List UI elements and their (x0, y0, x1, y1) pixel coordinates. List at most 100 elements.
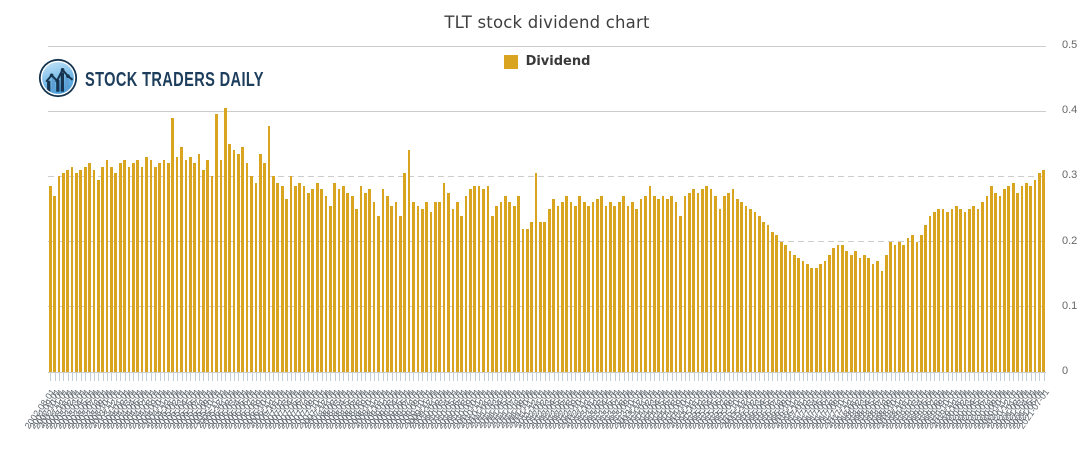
dividend-bar[interactable] (666, 199, 669, 372)
dividend-bar[interactable] (132, 163, 135, 372)
dividend-bar[interactable] (946, 212, 949, 372)
dividend-bar[interactable] (302, 186, 306, 372)
dividend-bar[interactable] (928, 215, 932, 372)
dividend-bar[interactable] (495, 205, 498, 372)
dividend-bar[interactable] (722, 195, 726, 372)
dividend-bar[interactable] (683, 195, 687, 372)
dividend-bar[interactable] (762, 222, 765, 372)
dividend-bar[interactable] (985, 195, 989, 372)
dividend-bar[interactable] (219, 160, 223, 372)
dividend-bar[interactable] (981, 202, 984, 372)
dividend-bar[interactable] (372, 202, 376, 372)
dividend-bar[interactable] (228, 143, 231, 372)
dividend-bar[interactable] (674, 202, 678, 372)
dividend-bar[interactable] (819, 264, 822, 372)
dividend-bar[interactable] (823, 261, 827, 372)
dividend-bar[interactable] (180, 147, 183, 372)
dividend-bar[interactable] (499, 202, 503, 372)
dividend-bar[interactable] (792, 254, 796, 372)
dividend-bar[interactable] (591, 202, 595, 372)
dividend-bar[interactable] (223, 107, 227, 372)
dividend-bar[interactable] (687, 192, 691, 372)
dividend-bar[interactable] (167, 163, 170, 372)
dividend-bar[interactable] (578, 195, 582, 372)
dividend-bar[interactable] (311, 189, 315, 372)
dividend-bar[interactable] (692, 189, 695, 372)
dividend-bar[interactable] (1033, 179, 1037, 372)
dividend-bar[interactable] (906, 238, 910, 372)
dividend-bar[interactable] (836, 244, 840, 372)
dividend-bar[interactable] (377, 215, 380, 372)
dividend-bar[interactable] (639, 199, 643, 372)
dividend-bar[interactable] (1024, 182, 1028, 372)
dividend-bar[interactable] (696, 192, 700, 372)
dividend-bar[interactable] (530, 222, 534, 372)
dividend-bar[interactable] (101, 166, 105, 372)
dividend-bar[interactable] (363, 192, 367, 372)
dividend-bar[interactable] (333, 182, 337, 372)
dividend-bar[interactable] (801, 261, 805, 372)
dividend-bar[interactable] (574, 205, 577, 372)
dividend-bar[interactable] (994, 192, 997, 372)
dividend-bar[interactable] (1016, 192, 1019, 372)
dividend-bar[interactable] (827, 254, 831, 372)
dividend-bar[interactable] (75, 173, 78, 372)
dividend-bar[interactable] (245, 163, 249, 372)
dividend-bar[interactable] (560, 202, 564, 372)
dividend-bar[interactable] (867, 257, 871, 372)
dividend-bar[interactable] (543, 222, 547, 372)
dividend-bar[interactable] (315, 182, 319, 372)
dividend-bar[interactable] (924, 225, 927, 372)
dividend-bar[interactable] (193, 163, 196, 372)
dividend-bar[interactable] (57, 176, 61, 372)
dividend-bar[interactable] (854, 251, 857, 372)
dividend-bar[interactable] (582, 202, 586, 372)
dividend-bar[interactable] (412, 202, 415, 372)
dividend-bar[interactable] (140, 166, 144, 372)
dividend-bar[interactable] (455, 202, 459, 372)
dividend-bar[interactable] (464, 195, 468, 372)
dividend-bar[interactable] (626, 205, 630, 372)
dividend-bar[interactable] (744, 205, 748, 372)
dividend-bar[interactable] (880, 270, 884, 372)
dividend-bar[interactable] (469, 189, 472, 372)
dividend-bar[interactable] (552, 199, 555, 372)
dividend-bar[interactable] (779, 241, 783, 372)
dividend-bar[interactable] (232, 150, 236, 372)
dividend-bar[interactable] (390, 205, 393, 372)
dividend-bar[interactable] (766, 225, 770, 372)
dividend-bar[interactable] (477, 186, 481, 372)
dividend-bar[interactable] (757, 215, 761, 372)
dividend-bar[interactable] (858, 257, 862, 372)
dividend-bar[interactable] (473, 186, 477, 372)
dividend-bar[interactable] (810, 267, 814, 372)
dividend-bar[interactable] (70, 166, 74, 372)
dividend-bar[interactable] (569, 202, 573, 372)
dividend-bar[interactable] (771, 231, 774, 372)
dividend-bar[interactable] (814, 267, 818, 372)
dividend-bar[interactable] (871, 264, 875, 372)
dividend-bar[interactable] (547, 209, 551, 372)
dividend-bar[interactable] (96, 179, 100, 372)
dividend-bar[interactable] (149, 160, 153, 372)
dividend-bar[interactable] (105, 160, 109, 372)
dividend-bar[interactable] (534, 173, 538, 372)
dividend-bar[interactable] (613, 205, 617, 372)
dividend-bar[interactable] (937, 209, 941, 372)
dividend-bar[interactable] (263, 163, 266, 372)
dividend-bar[interactable] (911, 235, 914, 372)
dividend-bar[interactable] (950, 209, 954, 372)
dividend-bar[interactable] (237, 153, 240, 372)
dividend-bar[interactable] (175, 156, 179, 372)
dividend-bar[interactable] (407, 150, 411, 372)
dividend-bar[interactable] (250, 176, 253, 372)
dividend-bar[interactable] (267, 125, 271, 372)
dividend-bar[interactable] (254, 182, 258, 372)
dividend-bar[interactable] (83, 166, 87, 372)
dividend-bar[interactable] (521, 228, 525, 372)
dividend-bar[interactable] (145, 156, 148, 372)
dividend-bar[interactable] (416, 205, 420, 372)
dividend-bar[interactable] (718, 209, 722, 372)
dividend-bar[interactable] (328, 205, 332, 372)
dividend-bar[interactable] (136, 160, 140, 372)
